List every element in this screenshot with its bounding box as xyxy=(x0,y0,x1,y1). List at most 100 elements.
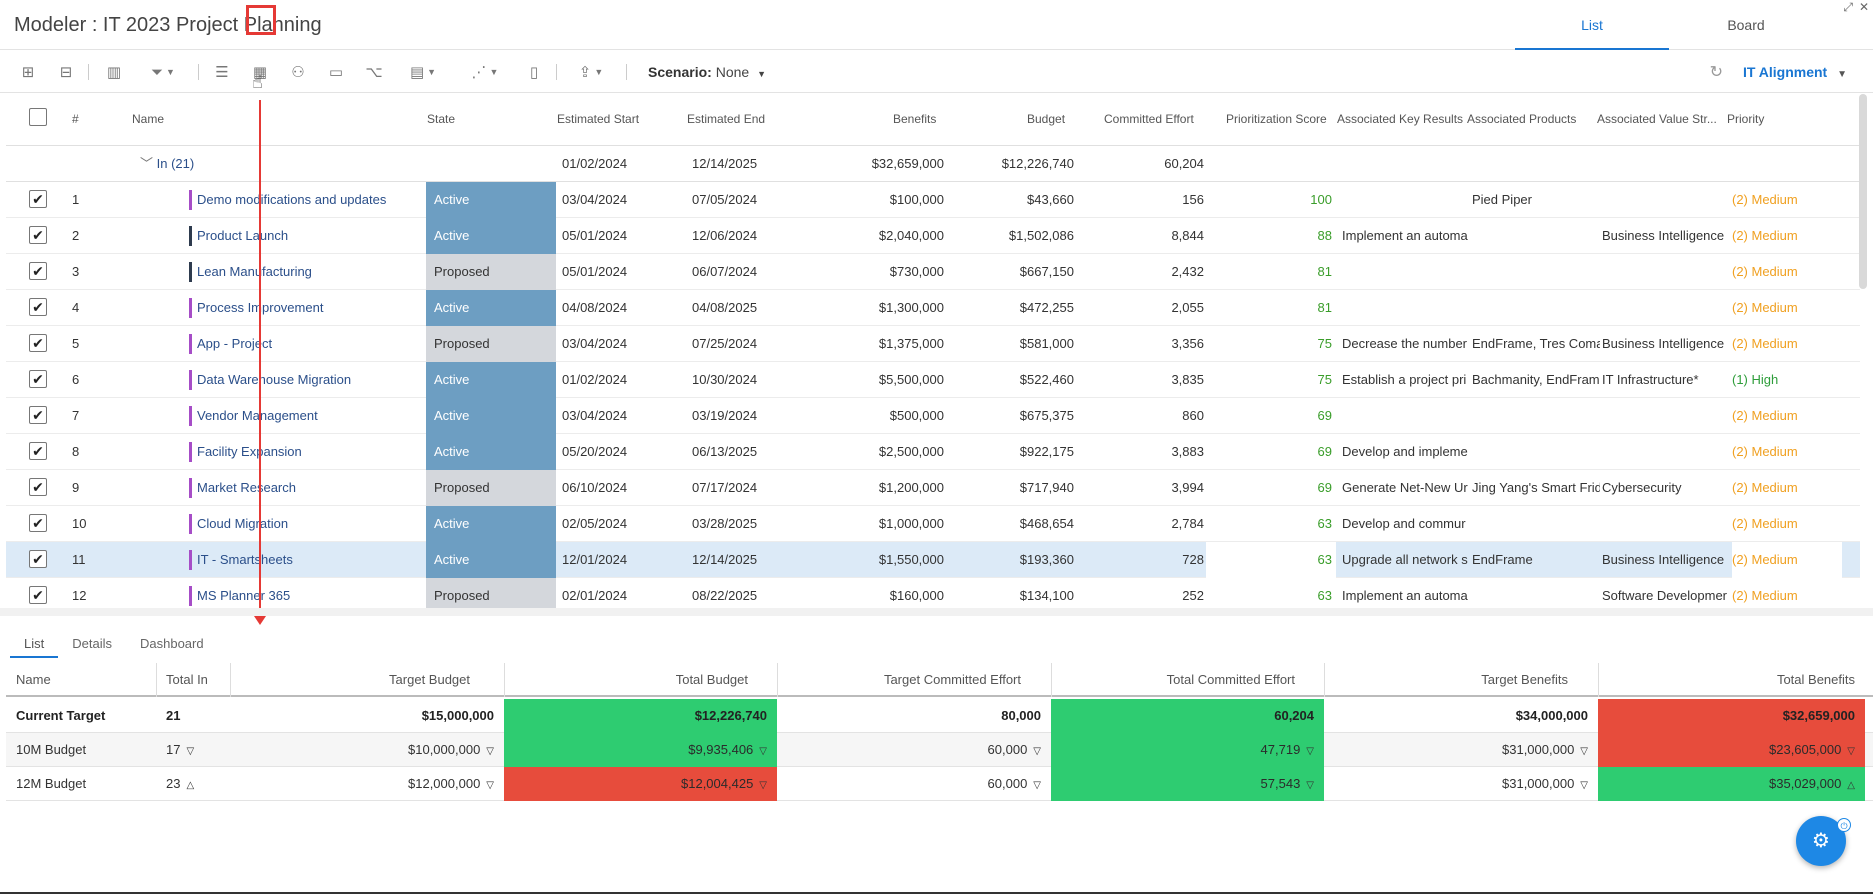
triangle-down-icon[interactable]: ▽ xyxy=(759,780,767,791)
prioritization-score[interactable]: 81 xyxy=(1317,264,1332,279)
budget[interactable]: $922,175 xyxy=(1019,444,1074,459)
benefits[interactable]: $2,500,000 xyxy=(878,444,944,459)
state-cell[interactable]: Proposed xyxy=(426,470,556,506)
columns-icon[interactable]: ▥ xyxy=(106,64,122,81)
people-icon[interactable]: ⚇ xyxy=(291,64,305,81)
priority[interactable]: (2) Medium xyxy=(1732,408,1798,423)
expand-icon[interactable]: ⤢ xyxy=(1843,0,1853,14)
benefits[interactable]: $100,000 xyxy=(889,192,944,207)
estimated-start[interactable]: 03/04/2024 xyxy=(562,336,628,351)
benefits[interactable]: $730,000 xyxy=(889,264,944,279)
report-icon[interactable]: ▯ xyxy=(529,64,539,81)
tab-details[interactable]: Details xyxy=(72,636,112,651)
row-checkbox[interactable]: ✔ xyxy=(29,190,47,208)
col-name[interactable]: Name xyxy=(132,112,165,126)
row-checkbox[interactable]: ✔ xyxy=(29,586,47,604)
estimated-start[interactable]: 03/04/2024 xyxy=(562,408,628,423)
committed-effort[interactable]: 2,055 xyxy=(1171,300,1204,315)
estimated-end[interactable]: 10/30/2024 xyxy=(692,372,758,387)
project-name-link[interactable]: Data Warehouse Migration xyxy=(197,372,352,387)
associated-products[interactable]: Bachmanity, EndFram xyxy=(1472,372,1600,387)
col-key-results[interactable]: Associated Key Results xyxy=(1337,112,1464,126)
associated-value-streams[interactable]: Cybersecurity xyxy=(1602,480,1682,495)
col-target-benefits[interactable]: Target Benefits xyxy=(1481,672,1568,687)
prioritization-score[interactable]: 69 xyxy=(1317,408,1332,423)
prioritization-score[interactable]: 63 xyxy=(1317,516,1332,531)
hierarchy-icon[interactable]: ⌥ xyxy=(365,64,383,81)
associated-key-results[interactable]: Generate Net-New Ur xyxy=(1342,480,1468,495)
priority[interactable]: (2) Medium xyxy=(1732,336,1798,351)
table-row[interactable]: ✔ 11 IT - Smartsheets Active 12/01/2024 12/14… xyxy=(6,542,1860,578)
col-value-streams[interactable]: Associated Value Str... xyxy=(1597,112,1717,126)
estimated-start[interactable]: 12/01/2024 xyxy=(562,552,628,567)
estimated-end[interactable]: 07/25/2024 xyxy=(692,336,758,351)
associated-value-streams[interactable] xyxy=(1602,398,1730,434)
priority[interactable]: (2) Medium xyxy=(1732,228,1798,243)
associated-products[interactable] xyxy=(1472,218,1600,254)
row-checkbox[interactable]: ✔ xyxy=(29,370,47,388)
associated-products[interactable] xyxy=(1472,506,1600,542)
triangle-down-icon[interactable]: ▽ xyxy=(1580,780,1588,791)
row-checkbox[interactable]: ✔ xyxy=(29,514,47,532)
prioritization-score[interactable]: 100 xyxy=(1310,192,1332,207)
budget[interactable]: $581,000 xyxy=(1019,336,1074,351)
state-cell[interactable]: Active xyxy=(426,542,556,578)
table-row[interactable]: ✔ 6 Data Warehouse Migration Active 01/02/20… xyxy=(6,362,1860,398)
committed-effort[interactable]: 728 xyxy=(1182,552,1204,567)
table-row[interactable]: ✔ 9 Market Research Proposed 06/10/2024 07/17… xyxy=(6,470,1860,506)
table-row[interactable]: ✔ 3 Lean Manufacturing Proposed 05/01/2024 06… xyxy=(6,254,1860,290)
estimated-end[interactable]: 03/28/2025 xyxy=(692,516,758,531)
triangle-down-icon[interactable]: ▽ xyxy=(1847,746,1855,757)
table-row[interactable]: ✔ 2 Product Launch Active 05/01/2024 12/06/20… xyxy=(6,218,1860,254)
budget[interactable]: $472,255 xyxy=(1019,300,1074,315)
associated-key-results[interactable] xyxy=(1342,290,1470,326)
committed-effort[interactable]: 252 xyxy=(1182,588,1204,603)
row-checkbox[interactable]: ✔ xyxy=(29,262,47,280)
prioritization-score[interactable]: 69 xyxy=(1317,480,1332,495)
col-committed-effort[interactable]: Committed Effort xyxy=(1104,112,1194,126)
state-cell[interactable]: Proposed xyxy=(426,254,556,290)
triangle-down-icon[interactable]: ▽ xyxy=(486,746,494,757)
panel-splitter[interactable] xyxy=(0,608,1873,616)
associated-value-streams[interactable]: Business Intelligence xyxy=(1602,228,1725,243)
tab-dashboard[interactable]: Dashboard xyxy=(139,636,204,651)
row-checkbox[interactable]: ✔ xyxy=(29,298,47,316)
estimated-start[interactable]: 02/05/2024 xyxy=(562,516,628,531)
estimated-end[interactable]: 03/19/2024 xyxy=(692,408,758,423)
row-checkbox[interactable]: ✔ xyxy=(29,442,47,460)
prioritization-score[interactable]: 75 xyxy=(1317,336,1332,351)
budget[interactable]: $468,654 xyxy=(1019,516,1074,531)
col-target-budget[interactable]: Target Budget xyxy=(389,672,470,687)
triangle-down-icon[interactable]: ▽ xyxy=(486,780,494,791)
col-total-budget[interactable]: Total Budget xyxy=(675,672,748,687)
estimated-end[interactable]: 08/22/2025 xyxy=(692,588,758,603)
project-name-link[interactable]: Process Improvement xyxy=(197,300,324,315)
estimated-start[interactable]: 04/08/2024 xyxy=(562,300,628,315)
associated-key-results[interactable] xyxy=(1342,398,1470,434)
associated-key-results[interactable]: Implement an automa xyxy=(1342,588,1468,603)
associated-products[interactable]: Pied Piper xyxy=(1472,192,1532,207)
triangle-down-icon[interactable]: ▽ xyxy=(1580,746,1588,757)
associated-value-streams[interactable] xyxy=(1602,290,1730,326)
priority[interactable]: (1) High xyxy=(1732,372,1779,387)
triangle-down-icon[interactable]: ▽ xyxy=(1306,780,1314,791)
prioritization-score[interactable]: 88 xyxy=(1317,228,1332,243)
export-icon[interactable]: ⇪ ▼ xyxy=(578,64,604,81)
table-row[interactable]: ✔ 5 App - Project Proposed 03/04/2024 07/25/2… xyxy=(6,326,1860,362)
associated-products[interactable] xyxy=(1472,434,1600,470)
state-cell[interactable]: Active xyxy=(426,218,556,254)
prioritization-score[interactable]: 63 xyxy=(1317,588,1332,603)
associated-key-results[interactable] xyxy=(1342,182,1470,218)
state-cell[interactable]: Active xyxy=(426,362,556,398)
committed-effort[interactable]: 156 xyxy=(1182,192,1204,207)
budget[interactable]: $522,460 xyxy=(1019,372,1074,387)
priority[interactable]: (2) Medium xyxy=(1732,192,1798,207)
estimated-start[interactable]: 03/04/2024 xyxy=(562,192,628,207)
budget[interactable]: $1,502,086 xyxy=(1008,228,1074,243)
col-budget[interactable]: Budget xyxy=(1027,112,1066,126)
associated-value-streams[interactable] xyxy=(1602,254,1730,290)
table-row[interactable]: ✔ 1 Demo modifications and updates Active 03… xyxy=(6,182,1860,218)
associated-key-results[interactable]: Implement an automa xyxy=(1342,228,1468,243)
associated-value-streams[interactable]: IT Infrastructure* xyxy=(1602,372,1699,387)
benefits[interactable]: $5,500,000 xyxy=(878,372,944,387)
